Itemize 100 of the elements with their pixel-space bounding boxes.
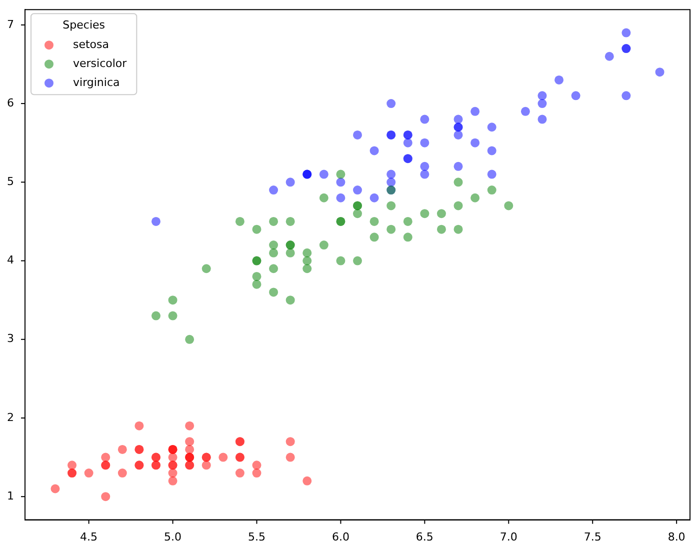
- point: [454, 114, 463, 124]
- point: [185, 334, 194, 344]
- point: [168, 468, 178, 478]
- x-tick-label: 4.5: [80, 530, 98, 544]
- point: [286, 296, 295, 305]
- point: [487, 170, 496, 179]
- point: [302, 256, 312, 266]
- point: [420, 209, 430, 218]
- point: [487, 146, 496, 156]
- point: [252, 460, 262, 470]
- point: [386, 201, 396, 210]
- point: [269, 288, 278, 297]
- point: [101, 452, 110, 462]
- point: [252, 224, 262, 234]
- point: [436, 209, 446, 218]
- point: [252, 272, 262, 281]
- point: [101, 492, 110, 502]
- point: [286, 178, 295, 187]
- point: [454, 201, 463, 210]
- point: [286, 216, 295, 226]
- point: [504, 201, 514, 210]
- point: [118, 468, 127, 478]
- point: [403, 138, 412, 148]
- point: [622, 91, 631, 100]
- point: [185, 444, 194, 454]
- point: [168, 296, 178, 305]
- point: [286, 248, 295, 258]
- point: [436, 224, 446, 234]
- point: [269, 216, 278, 226]
- y-tick-label: 3: [7, 332, 14, 346]
- point: [269, 248, 278, 258]
- point: [370, 146, 379, 156]
- y-tick-label: 6: [7, 96, 14, 110]
- point: [420, 162, 430, 171]
- point: [168, 476, 178, 486]
- point: [454, 178, 463, 187]
- y-tick-label: 1: [7, 489, 14, 502]
- point: [185, 437, 194, 446]
- x-tick-label: 7.5: [584, 530, 602, 544]
- point: [403, 216, 412, 226]
- point: [370, 216, 379, 226]
- x-tick-label: 5.5: [248, 530, 266, 544]
- point: [319, 193, 328, 202]
- point: [370, 193, 379, 202]
- point: [353, 209, 362, 218]
- legend-label: virginica: [73, 76, 120, 89]
- legend-label: versicolor: [73, 56, 128, 70]
- point: [202, 460, 211, 470]
- x-tick-label: 8.0: [668, 530, 686, 544]
- point: [50, 484, 60, 494]
- point: [386, 170, 396, 179]
- point: [454, 162, 463, 171]
- point: [420, 114, 430, 124]
- point: [454, 224, 463, 234]
- point: [655, 68, 664, 77]
- point: [538, 114, 547, 124]
- point: [454, 130, 463, 140]
- point: [571, 91, 580, 100]
- x-tick-label: 7.0: [500, 530, 518, 544]
- point: [336, 178, 346, 187]
- point: [252, 280, 262, 289]
- point: [151, 216, 160, 226]
- point: [286, 437, 295, 446]
- point: [168, 311, 178, 320]
- point: [487, 122, 496, 132]
- legend-title: Species: [62, 18, 106, 32]
- point: [420, 170, 430, 179]
- point: [386, 224, 396, 234]
- point: [202, 264, 211, 274]
- point: [336, 256, 346, 266]
- point: [286, 452, 295, 462]
- point: [336, 193, 346, 202]
- point: [538, 99, 547, 108]
- point: [235, 468, 244, 478]
- point: [302, 248, 312, 258]
- point: [134, 421, 144, 430]
- y-tick-label: 2: [7, 410, 14, 424]
- point: [370, 232, 379, 242]
- point: [353, 130, 362, 140]
- point: [622, 28, 631, 38]
- point: [68, 460, 77, 470]
- y-tick-label: 7: [7, 18, 14, 31]
- point: [218, 452, 228, 462]
- x-tick-label: 5.0: [164, 530, 182, 544]
- point: [554, 75, 564, 84]
- point: [252, 468, 262, 478]
- point: [84, 468, 94, 478]
- y-tick-label: 5: [7, 175, 14, 188]
- point: [403, 232, 412, 242]
- point: [470, 138, 480, 148]
- point: [151, 311, 160, 320]
- point: [118, 444, 127, 454]
- point: [353, 186, 362, 195]
- point: [269, 264, 278, 274]
- point: [470, 193, 480, 202]
- x-tick-label: 6.5: [416, 530, 434, 544]
- point: [520, 106, 530, 116]
- point: [319, 240, 328, 250]
- legend-label: setosa: [73, 38, 110, 51]
- point: [336, 170, 346, 179]
